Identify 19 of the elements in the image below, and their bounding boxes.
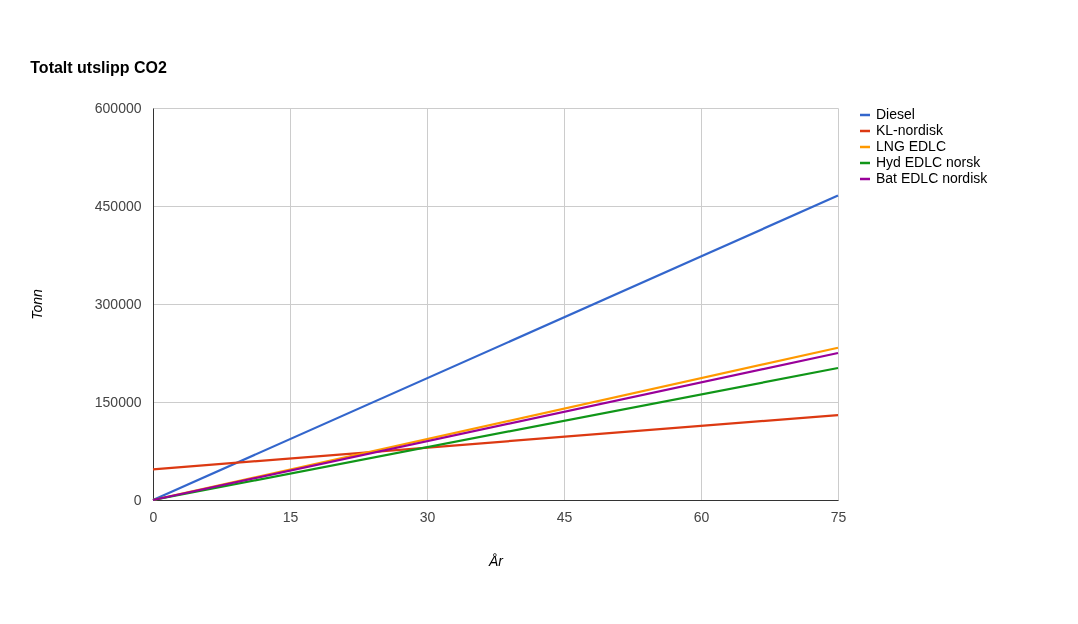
x-tick-label: 15 <box>282 508 299 525</box>
chart-title: Totalt utslipp CO2 <box>30 59 167 76</box>
legend-label: Hyd EDLC norsk <box>876 154 982 170</box>
x-axis-title: År <box>488 552 505 569</box>
legend-label: Bat EDLC nordisk <box>876 170 989 186</box>
x-tick-label: 75 <box>830 508 847 525</box>
y-tick-label: 150000 <box>94 393 142 410</box>
x-tick-label: 60 <box>693 508 710 525</box>
x-tick-label: 0 <box>149 508 158 525</box>
legend-label: LNG EDLC <box>876 138 947 154</box>
y-tick-label: 300000 <box>94 295 142 312</box>
legend-label: Diesel <box>876 106 915 122</box>
y-tick-label: 450000 <box>94 197 142 214</box>
y-tick-label: 600000 <box>94 99 142 116</box>
x-tick-label: 30 <box>419 508 436 525</box>
x-tick-label: 45 <box>556 508 573 525</box>
legend-label: KL-nordisk <box>876 122 944 138</box>
y-axis-title: Tonn <box>28 288 45 320</box>
y-tick-label: 0 <box>133 491 142 508</box>
